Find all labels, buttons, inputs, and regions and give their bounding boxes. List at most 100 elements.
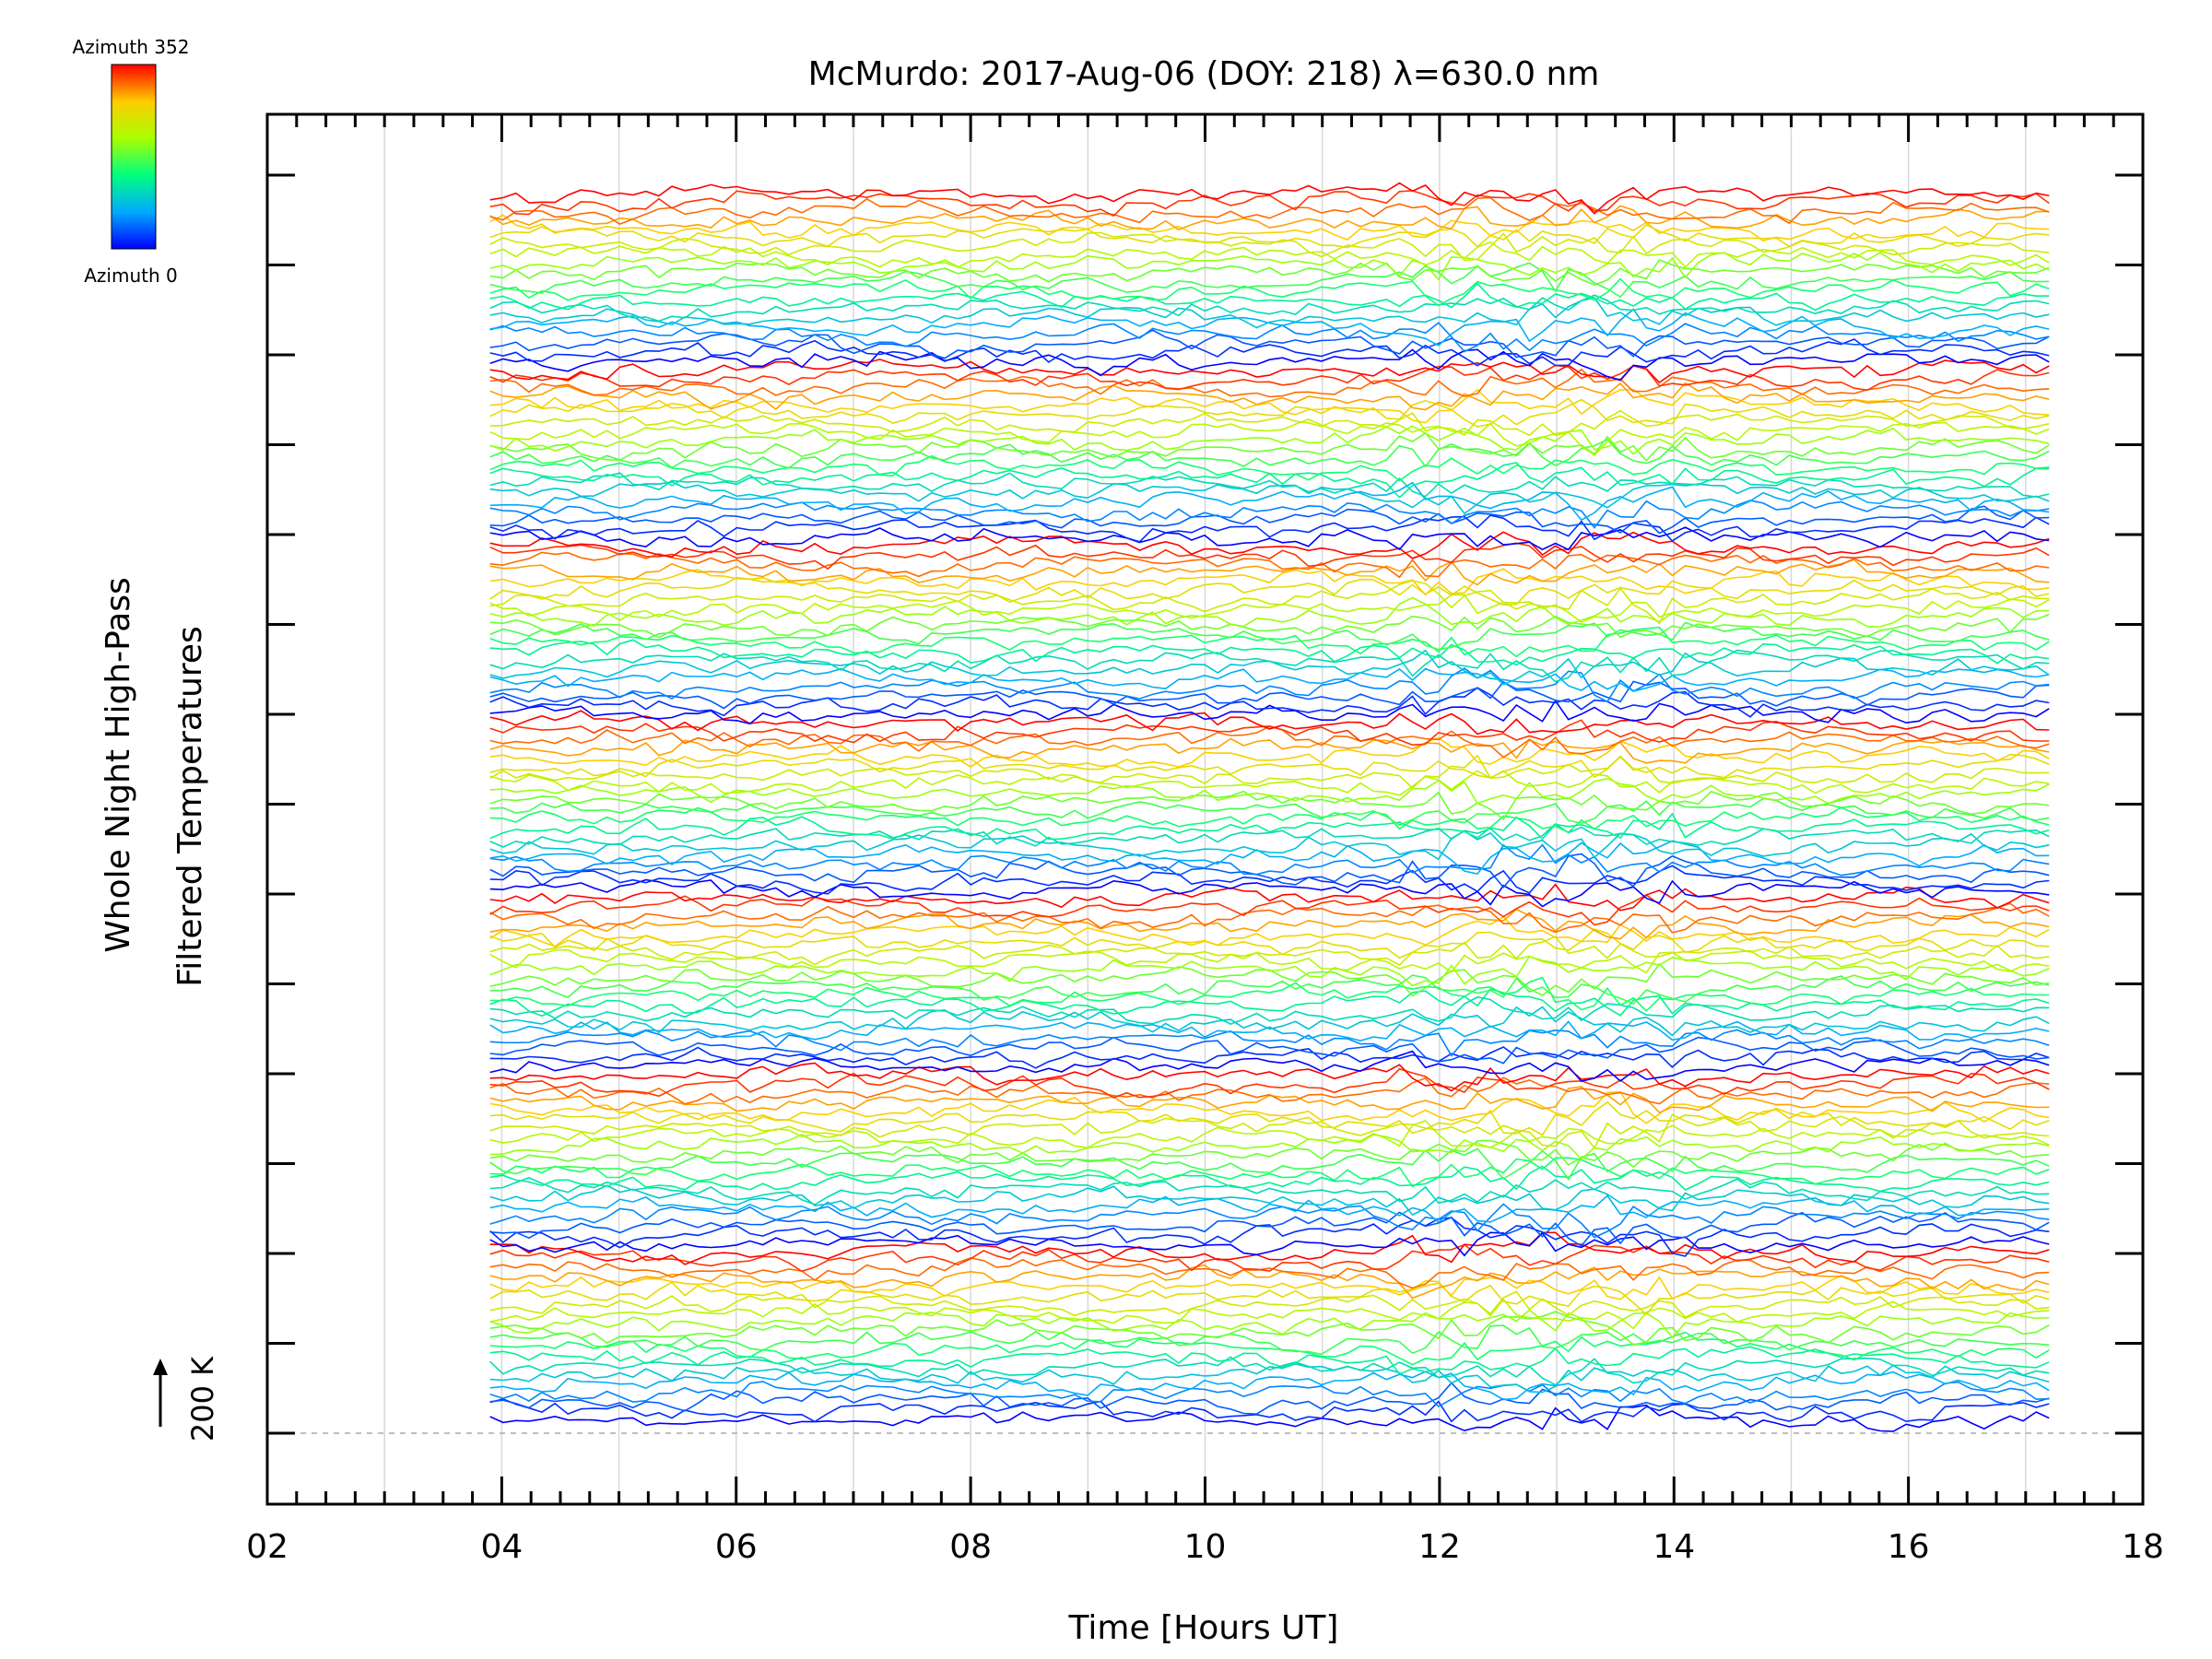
temperature-trace: [489, 388, 2050, 424]
temperature-trace: [489, 214, 2050, 242]
temperature-trace: [489, 454, 2050, 482]
temperature-trace: [489, 1264, 2050, 1300]
temperature-trace: [489, 639, 2050, 666]
temperature-trace: [489, 594, 2050, 624]
x-tick-labels: 02 04 06 08 10 12 14 16 18: [246, 1528, 2164, 1566]
temperature-trace: [489, 1120, 2050, 1149]
temperature-trace: [489, 649, 2050, 683]
temperature-trace: [489, 915, 2050, 947]
temperature-trace: [489, 1062, 2050, 1092]
temperature-trace: [489, 368, 2050, 398]
scale-marker: 200 K: [153, 1356, 220, 1441]
temperature-trace: [489, 223, 2050, 249]
temperature-trace: [489, 962, 2050, 997]
temperature-trace: [489, 1231, 2050, 1257]
temperature-trace: [489, 626, 2050, 658]
temperature-trace: [489, 559, 2050, 586]
chart-title: McMurdo: 2017-Aug-06 (DOY: 218) λ=630.0 …: [808, 55, 1600, 93]
temperature-trace: [489, 1309, 2050, 1339]
temperature-trace: [489, 1139, 2050, 1169]
temperature-trace: [489, 282, 2050, 312]
temperature-trace: [489, 667, 2050, 703]
temperature-trace: [489, 1165, 2050, 1193]
temperature-trace: [489, 883, 2050, 912]
temperature-trace: [489, 338, 2050, 367]
temperature-trace: [489, 322, 2050, 353]
colorbar-gradient: [111, 64, 157, 250]
temperature-trace: [489, 500, 2050, 529]
colorbar-top-label: Azimuth 352: [73, 36, 190, 58]
temperature-trace: [489, 790, 2050, 820]
temperature-trace: [489, 568, 2050, 596]
temperature-trace: [489, 843, 2050, 877]
x-tick-label: 16: [1888, 1528, 1930, 1566]
temperature-trace: [489, 182, 2050, 215]
temperature-trace: [489, 908, 2050, 940]
temperature-trace: [489, 974, 2050, 1006]
temperature-trace: [489, 754, 2050, 789]
temperature-trace: [489, 806, 2050, 834]
temperature-trace: [489, 1050, 2050, 1082]
temperature-trace: [489, 1046, 2050, 1069]
temperature-trace: [489, 1086, 2050, 1114]
temperature-trace: [489, 1134, 2050, 1160]
temperature-trace: [489, 431, 2050, 462]
temperature-trace: [489, 580, 2050, 625]
temperature-trace: [489, 472, 2050, 498]
temperature-trace: [489, 425, 2050, 455]
temperature-trace: [489, 205, 2050, 230]
temperature-trace: [489, 480, 2050, 515]
temperature-trace: [489, 840, 2050, 875]
temperature-trace: [489, 439, 2050, 469]
temperature-trace: [489, 1184, 2050, 1217]
temperature-trace: [489, 878, 2050, 908]
temperature-trace: [489, 719, 2050, 747]
colorbar-bottom-label: Azimuth 0: [84, 265, 178, 287]
temperature-trace: [489, 576, 2050, 606]
temperature-trace: [489, 667, 2050, 692]
temperature-trace: [489, 1404, 2050, 1432]
x-tick-label: 08: [949, 1528, 992, 1566]
temperature-trace: [489, 1397, 2050, 1423]
temperature-trace: [489, 812, 2050, 841]
temperature-trace: [489, 252, 2050, 281]
temperature-trace: [489, 1217, 2050, 1257]
temperature-trace: [489, 262, 2050, 299]
temperature-trace: [489, 297, 2050, 329]
temperature-trace: [489, 1100, 2050, 1136]
temperature-trace: [489, 1331, 2050, 1366]
temperature-trace: [489, 277, 2050, 307]
temperature-trace: [489, 1211, 2050, 1247]
temperature-trace: [489, 1177, 2050, 1206]
temperature-trace: [489, 1279, 2050, 1316]
temperature-trace: [489, 770, 2050, 796]
temperature-trace: [489, 364, 2050, 392]
temperature-trace: [489, 1298, 2050, 1330]
temperature-trace: [489, 1194, 2050, 1224]
temperature-trace: [489, 996, 2050, 1025]
temperature-trace: [489, 1006, 2050, 1037]
temperature-trace: [489, 621, 2050, 651]
temperature-trace: [489, 687, 2050, 718]
temperature-trace: [489, 1036, 2050, 1065]
temperature-trace: [489, 1275, 2050, 1300]
x-tick-label: 06: [715, 1528, 758, 1566]
temperature-trace: [489, 797, 2050, 827]
temperature-trace: [489, 737, 2050, 764]
temperature-trace: [489, 1090, 2050, 1124]
y-axis-label-line2: Filtered Temperatures: [171, 626, 209, 987]
temperature-trace: [489, 613, 2050, 639]
temperature-trace: [489, 359, 2050, 384]
temperature-trace: [489, 894, 2050, 926]
temperature-trace: [489, 976, 2050, 1013]
temperature-trace: [489, 1371, 2050, 1401]
traces: [489, 182, 2050, 1432]
temperature-trace: [489, 1077, 2050, 1105]
x-tick-label: 14: [1653, 1528, 1695, 1566]
scale-arrow-head: [153, 1359, 168, 1375]
temperature-trace: [489, 725, 2050, 759]
temperature-trace: [489, 505, 2050, 535]
temperature-trace: [489, 830, 2050, 861]
temperature-trace: [489, 1311, 2050, 1346]
temperature-trace: [489, 1067, 2050, 1099]
